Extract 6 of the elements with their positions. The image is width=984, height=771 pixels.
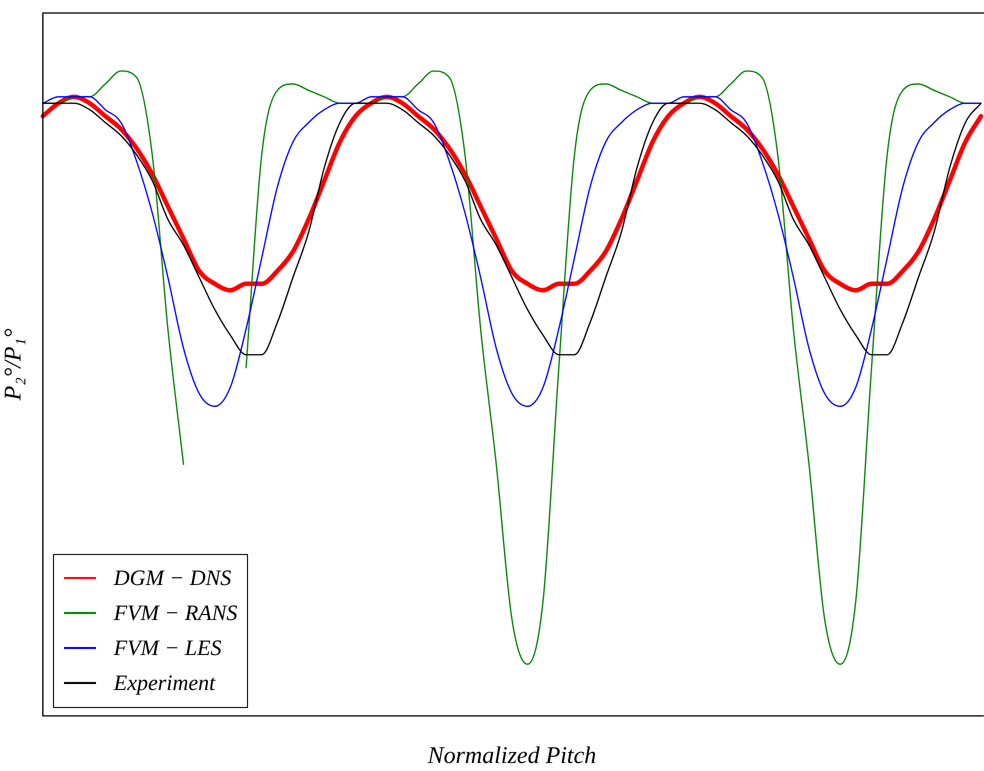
legend-label: DGM − DNS — [114, 565, 232, 592]
legend-label: FVM − LES — [114, 635, 222, 662]
x-axis-title: Normalized Pitch — [426, 742, 596, 769]
legend-label: Experiment — [114, 670, 216, 696]
legend-label: FVM − RANS — [114, 600, 238, 626]
y-axis-title: P₂°/P₁° — [0, 328, 27, 402]
